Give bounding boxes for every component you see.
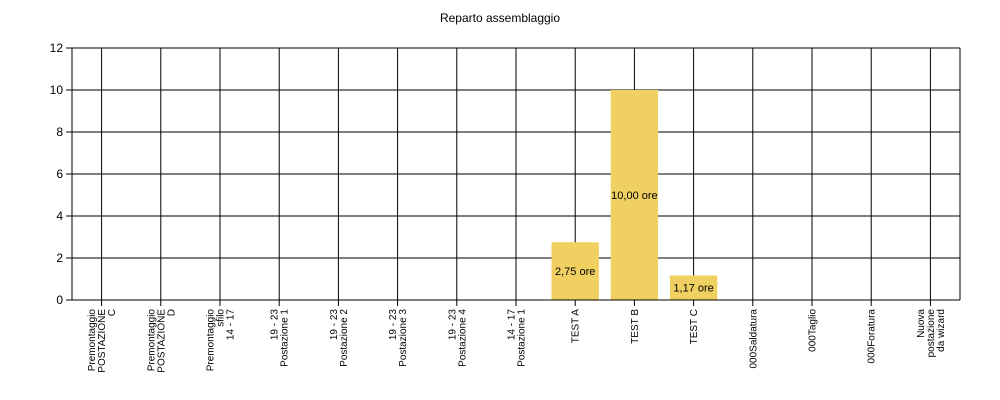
y-tick-label: 4 xyxy=(56,209,63,223)
x-category-label: 19 - 23 Postazione 1 xyxy=(270,309,291,367)
x-category-label-line: POSTAZIONE xyxy=(156,309,167,373)
x-category-label-line: da wizard xyxy=(936,309,947,352)
x-category-label: 000Saldatura xyxy=(748,309,759,369)
bars xyxy=(551,90,718,300)
x-category-label-line: TEST A xyxy=(571,309,582,344)
x-category-label-line: C xyxy=(107,309,118,316)
x-category-label: Premontaggio POSTAZIONE C xyxy=(87,309,118,373)
x-category-label-line: 19 - 23 xyxy=(270,309,281,341)
x-category-label-line: Premontaggio xyxy=(206,309,217,372)
x-category-label-line: 000Saldatura xyxy=(748,309,759,369)
x-category-label-line: Premontaggio xyxy=(87,309,98,372)
data-labels: 2,75 ore 10,00 ore 1,17 ore xyxy=(555,190,714,295)
x-category-label: TEST B xyxy=(630,309,641,344)
x-category-label-line: 19 - 23 xyxy=(447,309,458,341)
x-category-label: 19 - 23 Postazione 3 xyxy=(388,309,409,367)
x-category-label: Premontaggio POSTAZIONE D xyxy=(146,309,177,373)
x-category-label-line: postazione xyxy=(926,309,937,358)
grid xyxy=(72,47,961,301)
x-category-label-line: Postazione 4 xyxy=(457,309,468,367)
x-category-label-line: Nuova xyxy=(916,309,927,338)
x-category-label-line: Postazione 1 xyxy=(517,309,528,367)
x-category-label-line: 14 - 17 xyxy=(226,309,237,341)
x-category-label-line: TEST C xyxy=(689,309,700,344)
x-category-label-line: 000Taglio xyxy=(808,309,819,352)
chart-title: Reparto assemblaggio xyxy=(440,11,560,25)
x-category-label-line: 000Foratura xyxy=(867,309,878,364)
x-category-label-line: Postazione 2 xyxy=(339,309,350,367)
x-category-label: TEST C xyxy=(689,309,700,344)
y-tick-label: 12 xyxy=(50,41,64,55)
x-category-label-line: Postazione 3 xyxy=(398,309,409,367)
x-category-label-line: Postazione 1 xyxy=(280,309,291,367)
x-category-label-line: 19 - 23 xyxy=(388,309,399,341)
x-category-label-line: 14 - 17 xyxy=(507,309,518,341)
x-category-label: 000Taglio xyxy=(808,309,819,352)
bar xyxy=(669,275,718,300)
data-label: 1,17 ore xyxy=(673,283,713,295)
x-category-label: 000Foratura xyxy=(867,309,878,364)
y-tick-label: 10 xyxy=(50,83,64,97)
y-tick-label: 2 xyxy=(56,251,63,265)
x-category-label-line: POSTAZIONE xyxy=(97,309,108,373)
x-category-label-line: Premontaggio xyxy=(146,309,157,372)
x-category-labels: Premontaggio POSTAZIONE C Premontaggio POSTA… xyxy=(87,309,947,373)
x-category-label: TEST A xyxy=(571,309,582,344)
x-category-label-line: 19 - 23 xyxy=(329,309,340,341)
y-tick-label: 8 xyxy=(56,125,63,139)
data-label: 10,00 ore xyxy=(611,190,657,202)
y-tick-label: 0 xyxy=(56,293,63,307)
bar xyxy=(610,90,659,300)
x-category-label: 19 - 23 Postazione 2 xyxy=(329,309,350,367)
axes xyxy=(66,47,960,306)
data-label: 2,75 ore xyxy=(555,266,595,278)
y-tick-labels: 0 2 4 6 8 10 12 xyxy=(50,41,64,307)
x-category-label-line: sfilo xyxy=(216,309,227,327)
bar xyxy=(551,242,599,300)
x-category-label: 19 - 23 Postazione 4 xyxy=(447,309,468,367)
y-tick-label: 6 xyxy=(56,167,63,181)
x-category-label: 14 - 17 Postazione 1 xyxy=(507,309,528,367)
x-category-label: Nuova postazione da wizard xyxy=(916,309,947,358)
x-category-label: Premontaggio sfilo 14 - 17 xyxy=(206,309,237,372)
x-category-label-line: D xyxy=(166,309,177,316)
x-category-label-line: TEST B xyxy=(630,309,641,344)
